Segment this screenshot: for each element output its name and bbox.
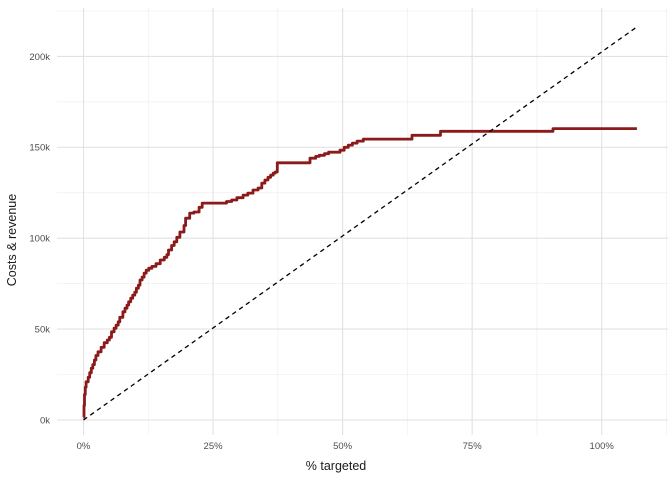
y-axis-title: Costs & revenue (5, 193, 19, 287)
x-tick-label: 75% (463, 441, 483, 452)
minor-gridlines (57, 8, 668, 435)
major-gridlines (57, 8, 668, 435)
x-tick-label: 0% (77, 441, 91, 452)
model-gains-step-curve (82, 127, 637, 419)
x-tick-label: 100% (590, 441, 615, 452)
y-tick-labels: 0k 50k 100k 150k 200k (29, 52, 50, 427)
x-tick-label: 50% (333, 441, 353, 452)
y-tick-label: 50k (35, 325, 51, 336)
y-tick-label: 200k (29, 52, 50, 63)
y-tick-label: 150k (29, 143, 50, 154)
x-tick-label: 25% (204, 441, 224, 452)
y-tick-label: 0k (40, 415, 50, 426)
random-baseline (83, 26, 638, 421)
y-tick-label: 100k (29, 234, 50, 245)
x-axis-title: % targeted (305, 459, 367, 473)
x-tick-labels: 0% 25% 50% 75% 100% (77, 441, 615, 452)
